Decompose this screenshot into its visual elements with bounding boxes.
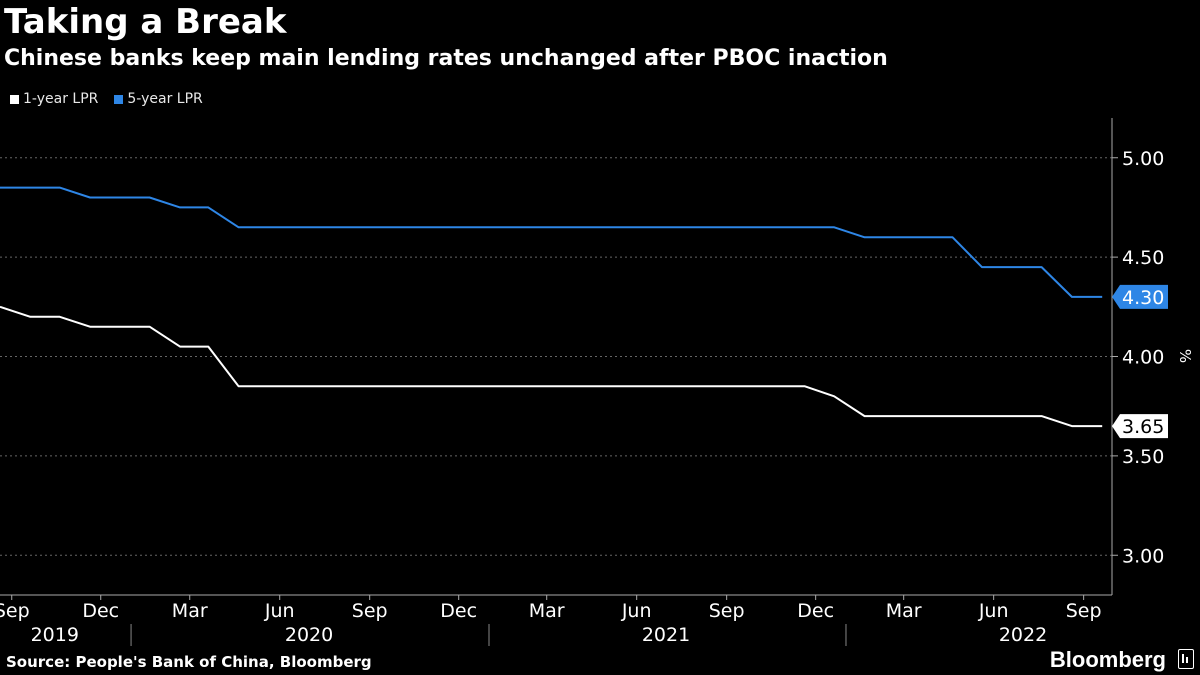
y-tick-label: 3.50 xyxy=(1122,446,1164,468)
x-tick-label: Dec xyxy=(797,600,834,622)
x-tick-label: Jun xyxy=(264,600,295,622)
y-axis-label: % xyxy=(1176,349,1194,363)
chart-subtitle: Chinese banks keep main lending rates un… xyxy=(4,46,888,71)
x-tick-label: Sep xyxy=(709,600,745,622)
chart-title: Taking a Break xyxy=(4,2,287,42)
legend-item-5-year: 5-year LPR xyxy=(114,91,203,107)
x-year-label: 2022 xyxy=(999,624,1047,646)
series-line-5-year xyxy=(0,186,1103,298)
x-tick-label: Mar xyxy=(886,600,922,622)
x-year-label: 2020 xyxy=(285,624,333,646)
legend-swatch-1-year xyxy=(10,94,19,104)
series-line-1-year xyxy=(0,305,1103,428)
axis-layer: 3.00 3.50 4.00 4.50 5.00% Sep Dec Mar Jun Sep Dec M… xyxy=(0,118,1194,646)
x-tick-label: Mar xyxy=(172,600,208,622)
x-tick-label: Jun xyxy=(978,600,1009,622)
terminal-icon xyxy=(1178,649,1194,669)
y-tick-label: 4.50 xyxy=(1122,247,1164,269)
end-label-text: 4.30 xyxy=(1122,287,1164,309)
grid-layer xyxy=(0,157,1112,556)
end-label-text: 3.65 xyxy=(1122,416,1164,438)
x-tick-label: Dec xyxy=(82,600,119,622)
x-tick-label: Dec xyxy=(440,600,477,622)
x-tick-label: Sep xyxy=(0,600,30,622)
bloomberg-logo: Bloomberg xyxy=(1049,647,1166,672)
end-label-box xyxy=(1112,284,1168,309)
x-year-label: 2019 xyxy=(31,624,79,646)
end-label-layer: 3.65 4.30 xyxy=(1112,284,1168,439)
legend-label-1-year: 1-year LPR xyxy=(23,91,99,107)
x-tick-label: Jun xyxy=(621,600,652,622)
chart-legend: 1-year LPR 5-year LPR xyxy=(10,91,203,107)
end-label-1-year: 3.65 xyxy=(1112,414,1168,439)
end-label-5-year: 4.30 xyxy=(1112,284,1168,309)
legend-label-5-year: 5-year LPR xyxy=(127,91,203,107)
end-label-box xyxy=(1112,414,1168,439)
y-tick-label: 5.00 xyxy=(1122,148,1164,170)
series-layer xyxy=(0,186,1103,428)
y-tick-label: 3.00 xyxy=(1122,545,1164,567)
legend-item-1-year: 1-year LPR xyxy=(10,91,98,107)
x-tick-label: Sep xyxy=(352,600,388,622)
source-note: Source: People's Bank of China, Bloomber… xyxy=(6,653,372,671)
y-tick-label: 4.00 xyxy=(1122,347,1164,369)
x-tick-label: Sep xyxy=(1066,600,1102,622)
x-year-label: 2021 xyxy=(642,624,690,646)
x-tick-label: Mar xyxy=(529,600,565,622)
legend-swatch-5-year xyxy=(114,94,124,104)
